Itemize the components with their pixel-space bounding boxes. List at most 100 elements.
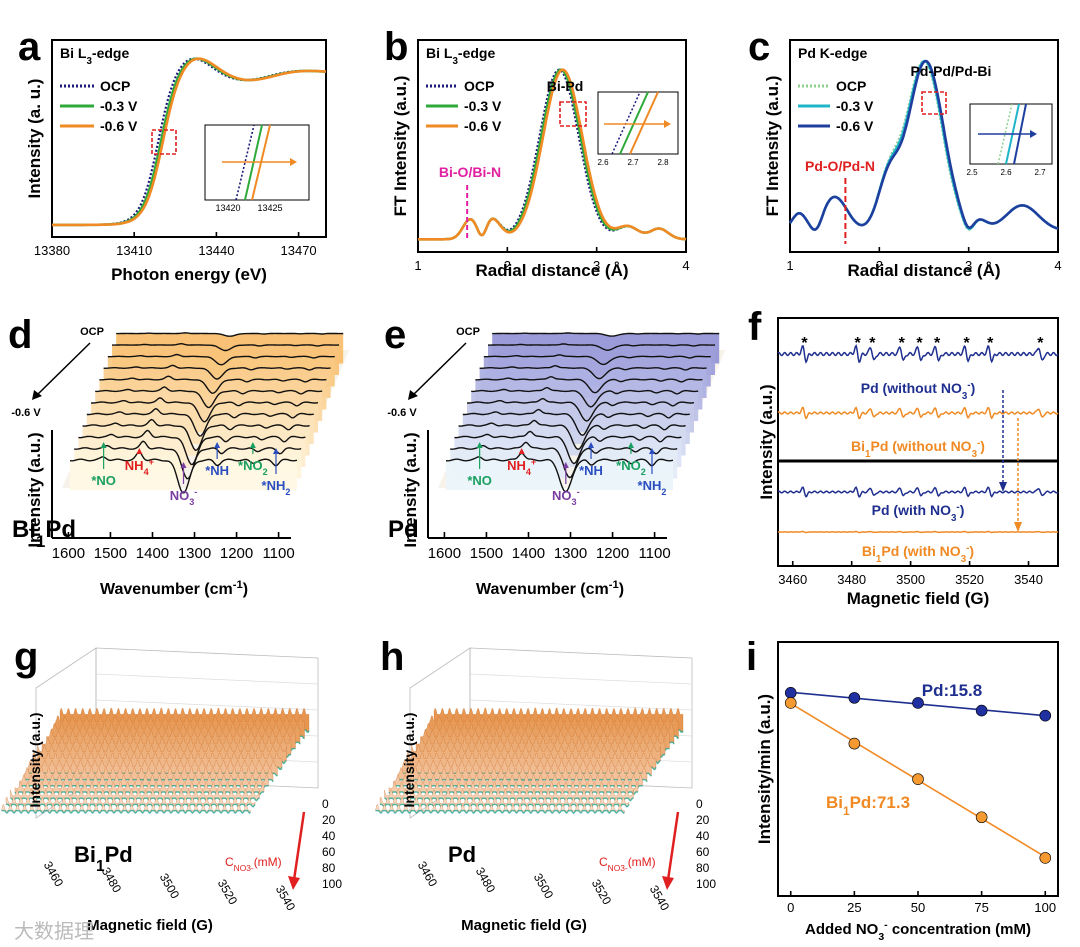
series-line--0.6V	[418, 68, 687, 241]
z-axis-label: CNO3-(mM)	[225, 855, 282, 873]
panel-a: Bi L3-edge OCP -0.3 V -0.6 V 13420 13425 13380…	[25, 39, 327, 284]
panel-label-g: g	[14, 635, 38, 679]
peak-marker: *	[964, 335, 971, 352]
z-tick-label: 80	[696, 861, 710, 875]
data-point	[912, 697, 924, 709]
data-point	[975, 704, 988, 717]
x-tick-label: 1400	[136, 545, 169, 562]
legend-label: -0.6 V	[836, 118, 874, 134]
band-arrowhead	[249, 442, 256, 448]
band-arrowhead	[648, 448, 655, 454]
potential-arrowhead	[408, 390, 418, 400]
x-tick-label: 3460	[778, 572, 807, 587]
legend-label: -0.3 V	[836, 98, 874, 114]
legend-label: OCP	[464, 78, 494, 94]
spectrum-line	[488, 343, 716, 352]
data-point	[848, 737, 861, 750]
x-tick-label: 1600	[428, 545, 461, 562]
surface-neg	[1, 809, 251, 815]
legend-label: -0.3 V	[464, 98, 502, 114]
x-tick-label: 3460	[415, 859, 441, 889]
x-axis-label: Magnetic field (G)	[461, 917, 587, 934]
annotation-pd-pd: Pd-Pd/Pd-Bi	[911, 63, 992, 79]
y-axis-label: Intensity (a.u.)	[401, 432, 420, 547]
series-line-f-1	[777, 406, 1059, 420]
band-arrowhead	[100, 442, 107, 448]
x-tick-label: 1	[414, 258, 421, 273]
series-label-pd: Pd:15.8	[922, 681, 982, 700]
y-axis-label: Intensity (a.u.)	[25, 432, 44, 547]
plot-frame-i	[777, 641, 1059, 897]
sample-label: Bi1Pd	[12, 516, 76, 551]
series-line--0.6V	[788, 59, 1059, 231]
x-axis-label: Magnetic field (G)	[847, 589, 990, 608]
z-tick-label: 40	[322, 829, 336, 843]
z-tick-label: 100	[696, 877, 716, 891]
band-label-NH4: NH4+	[507, 457, 536, 477]
spectrum-line	[492, 332, 720, 337]
sample-label: Bi1Pd	[74, 842, 133, 875]
spectrum-line	[116, 332, 344, 337]
x-axis-label: Photon energy (eV)	[111, 265, 267, 284]
potential-arrow	[35, 342, 91, 397]
band-label-NO: *NO	[91, 473, 116, 488]
potential-label: -0.6 V	[387, 407, 417, 419]
panel-label-a: a	[18, 25, 41, 69]
inset-line-06	[629, 91, 659, 155]
x-tick-label: 1600	[52, 545, 85, 562]
plot-frame-b	[417, 39, 687, 253]
spectrum-line	[82, 418, 310, 451]
spectrum-line	[78, 429, 306, 466]
x-tick-label: 2	[504, 258, 511, 273]
x-tick-label: 3540	[273, 883, 299, 913]
x-tick-label: 3	[965, 258, 972, 273]
band-label-NO2: *NO2	[616, 458, 646, 477]
zoom-box	[559, 101, 587, 127]
x-tick-label: 4	[1054, 258, 1061, 273]
panel-label-f: f	[748, 305, 762, 349]
x-tick-label: 13440	[198, 243, 234, 258]
x-tick-label: 3540	[1014, 572, 1043, 587]
band-arrowhead	[562, 462, 569, 468]
spectrum-line	[112, 342, 340, 352]
z-axis-label: CNO3-(mM)	[599, 855, 656, 873]
peak-marker: *	[854, 335, 861, 352]
zoom-box	[151, 129, 177, 155]
peak-marker: *	[934, 335, 941, 352]
panel-e: 1600 1500 1400 1300 1200 1100 Wavenumber (cm-1…	[387, 326, 726, 598]
spectrum-line	[99, 375, 327, 394]
data-point	[784, 697, 797, 709]
spectrum-line	[86, 407, 314, 437]
x-tick-label: 1100	[262, 545, 294, 562]
spectrum-line	[462, 408, 690, 436]
x-tick-label: 25	[847, 900, 861, 915]
annotation-bi-o: Bi-O/Bi-N	[439, 164, 501, 180]
series-line-f-3	[778, 530, 1059, 534]
x-axis-label: Wavenumber (cm-1)	[100, 579, 248, 598]
ocp-label: OCP	[456, 326, 480, 338]
zoom-box	[921, 91, 947, 115]
x-tick-label: 4	[682, 258, 689, 273]
x-tick-label: 75	[974, 900, 988, 915]
spectrum-line	[69, 451, 298, 494]
x-tick-label: 3500	[896, 572, 925, 587]
inset-arrowhead	[290, 158, 297, 166]
peak-marker: *	[801, 335, 808, 352]
band-label-NH: *NH	[205, 463, 229, 478]
legend-label: -0.3 V	[100, 98, 138, 114]
potential-arrow	[411, 342, 467, 397]
band-label-NH: *NH	[579, 463, 603, 478]
band-arrowhead	[476, 442, 483, 448]
panel-a-edge-title: Bi L3-edge	[60, 45, 129, 67]
z-tick-label: 20	[322, 813, 336, 827]
panel-label-b: b	[384, 25, 408, 69]
x-tick-label: 50	[911, 900, 925, 915]
panel-b-edge-title: Bi L3-edge	[426, 45, 495, 67]
x-tick-label: 13470	[281, 243, 317, 258]
x-axis-label: Added NO3- concentration (mM)	[805, 919, 1031, 943]
panel-c-edge-title: Pd K-edge	[798, 45, 867, 61]
x-tick-label: 1400	[512, 545, 545, 562]
inset-arrowhead	[1030, 130, 1037, 138]
y-axis-label: Intensity/min (a.u.)	[755, 694, 774, 844]
